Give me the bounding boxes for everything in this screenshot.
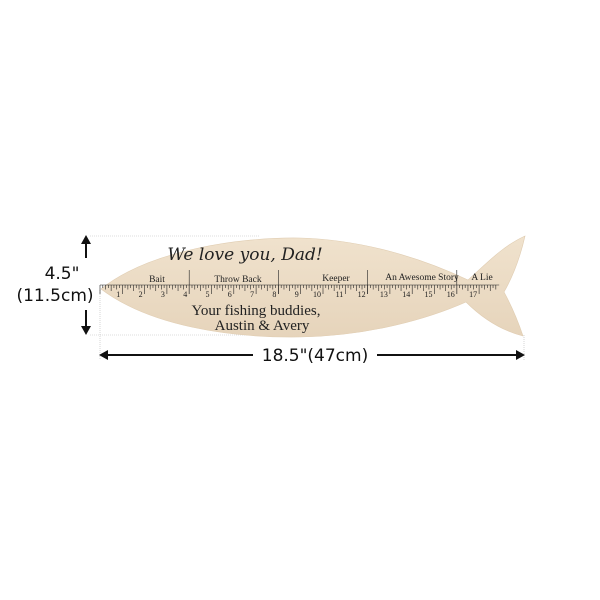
- inch-number: 9: [295, 290, 299, 299]
- inch-number: 6: [228, 290, 232, 299]
- section-label-bait: Bait: [149, 275, 165, 285]
- inch-number: 2: [139, 290, 143, 299]
- inch-number: 4: [183, 290, 187, 299]
- sign-heading: We love you, Dad!: [167, 245, 322, 265]
- height-cm-label: (11.5cm): [16, 286, 93, 306]
- inch-number: 5: [206, 290, 210, 299]
- width-arrow: [99, 350, 525, 360]
- ruler: 1 2 3 4 5 6 7 8 9 10 11 12 13 14 15 16 17: [99, 270, 500, 299]
- fish-board: [100, 235, 526, 338]
- section-label-awesome-story: An Awesome Story: [385, 273, 459, 283]
- inch-number: 7: [250, 290, 254, 299]
- inch-number: 12: [358, 290, 366, 299]
- inch-number: 10: [313, 290, 321, 299]
- width-label: 18.5"(47cm): [262, 346, 368, 366]
- message-line-2: Austin & Avery: [215, 318, 310, 334]
- inch-number: 11: [336, 290, 344, 299]
- inch-number: 3: [161, 290, 165, 299]
- inch-number: 13: [380, 290, 388, 299]
- inch-number: 1: [116, 290, 120, 299]
- inch-number: 17: [469, 290, 477, 299]
- height-inches-label: 4.5": [45, 264, 80, 284]
- height-arrow: [81, 235, 91, 335]
- inch-number: 15: [425, 290, 433, 299]
- message-line-1: Your fishing buddies,: [192, 303, 321, 319]
- section-label-keeper: Keeper: [322, 274, 350, 284]
- inch-number: 16: [447, 290, 455, 299]
- inch-number: 14: [402, 290, 410, 299]
- inch-number: 8: [272, 290, 276, 299]
- section-label-a-lie: A Lie: [471, 273, 492, 283]
- section-label-throw-back: Throw Back: [214, 275, 261, 285]
